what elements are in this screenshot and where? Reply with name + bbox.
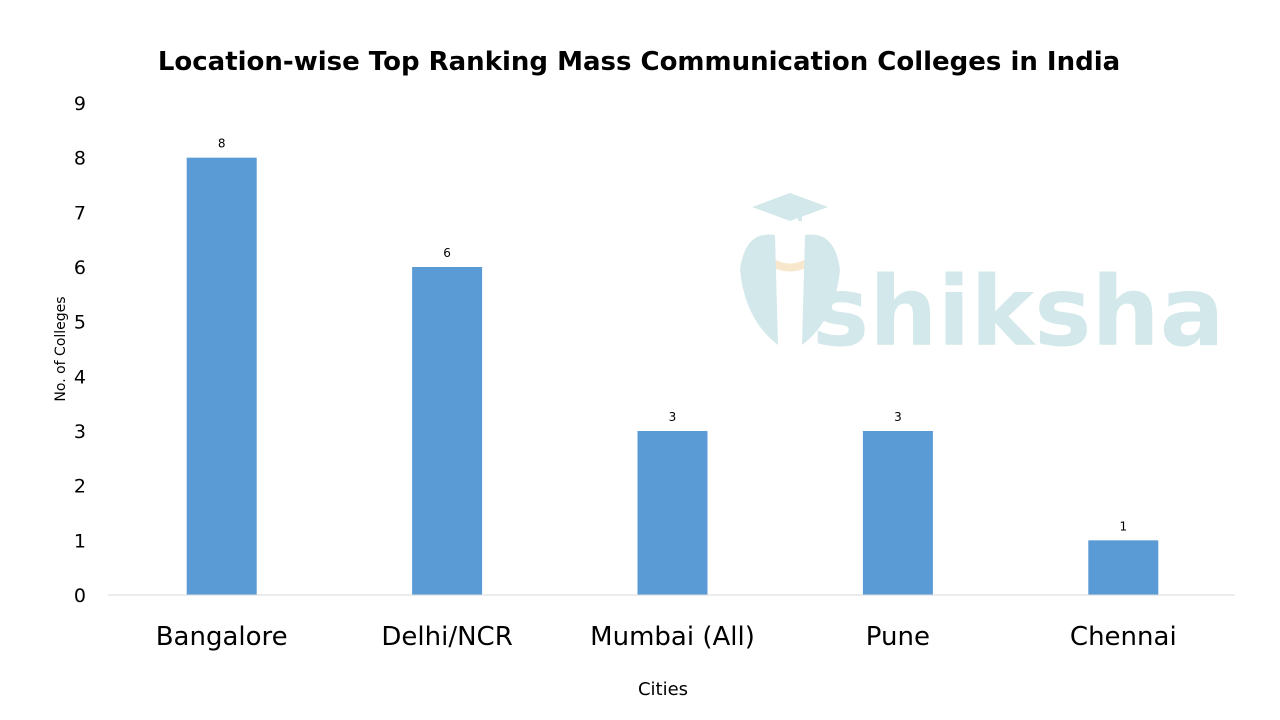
y-axis-label: No. of Colleges (53, 296, 69, 401)
bar-delhi-ncr (412, 267, 483, 595)
y-tick-label: 9 (74, 93, 86, 115)
data-label: 1 (1119, 519, 1127, 533)
x-tick-label: Pune (866, 622, 930, 652)
data-label: 8 (218, 137, 226, 151)
chart-title: Location-wise Top Ranking Mass Communica… (158, 47, 1120, 77)
y-tick-label: 3 (74, 421, 86, 443)
y-tick-label: 0 (74, 585, 86, 607)
bar-bangalore (186, 157, 257, 595)
x-tick-label: Chennai (1070, 622, 1177, 652)
x-tick-label: Mumbai (All) (590, 622, 755, 652)
y-tick-label: 5 (74, 312, 86, 334)
y-tick-label: 2 (74, 476, 86, 498)
y-tick-label: 4 (74, 366, 86, 388)
x-axis-label: Cities (638, 679, 688, 700)
data-label: 6 (443, 246, 451, 260)
bar-mumbai-all- (637, 431, 708, 595)
watermark-logo: shiksha (740, 193, 1225, 368)
y-tick-label: 8 (74, 148, 86, 170)
y-tick-label: 6 (74, 257, 86, 279)
data-label: 3 (894, 410, 902, 424)
x-tick-label: Bangalore (156, 622, 288, 652)
bar-chennai (1088, 540, 1159, 595)
y-tick-label: 7 (74, 202, 86, 224)
y-tick-label: 1 (74, 530, 86, 552)
bar-pune (862, 431, 933, 595)
data-label: 3 (669, 410, 677, 424)
x-tick-label: Delhi/NCR (381, 622, 512, 652)
watermark-text: shiksha (812, 256, 1225, 368)
